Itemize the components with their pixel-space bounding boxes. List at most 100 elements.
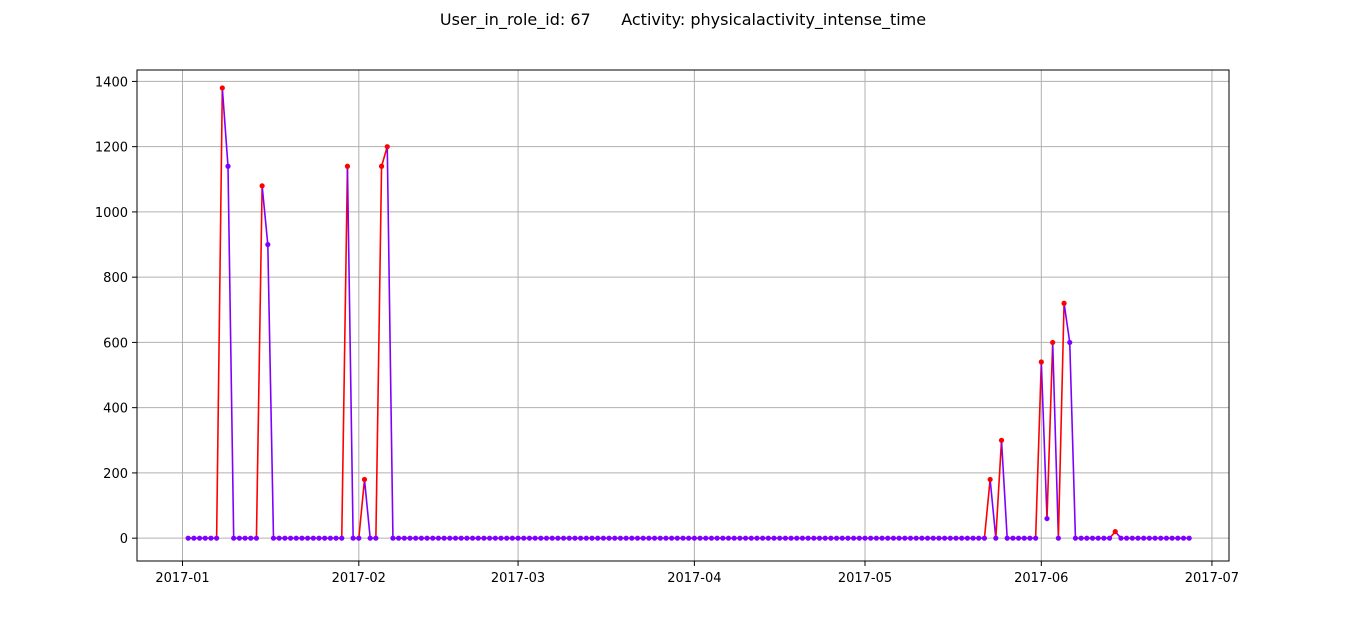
data-point: [1061, 300, 1067, 306]
data-point: [475, 535, 481, 541]
data-point: [1141, 535, 1147, 541]
line-segment: [1034, 361, 1043, 539]
line-segment: [1068, 342, 1077, 539]
data-point: [532, 535, 538, 541]
data-point: [253, 535, 260, 541]
data-point: [936, 535, 942, 541]
line-segment: [995, 440, 1003, 539]
data-point: [885, 535, 891, 541]
data-point: [583, 535, 589, 541]
data-point: [287, 535, 294, 541]
x-tick-label: 2017-03: [491, 571, 545, 586]
data-point: [725, 535, 732, 541]
data-point: [822, 535, 828, 541]
data-point: [811, 535, 817, 541]
data-point: [913, 535, 919, 541]
data-point: [413, 535, 419, 541]
data-point: [1021, 535, 1027, 541]
x-axis: 2017-01 2017-02 2017-03 2017-04 2017-05 2017-…: [155, 561, 1239, 586]
data-point: [1084, 535, 1090, 541]
line-segment: [227, 166, 235, 539]
data-point: [521, 535, 527, 541]
data-point: [1050, 339, 1056, 346]
x-tick-label: 2017-01: [155, 571, 209, 586]
data-point: [248, 535, 254, 541]
line-segment: [363, 479, 371, 539]
y-tick-label: 600: [103, 336, 128, 351]
data-point: [1106, 535, 1113, 541]
data-point: [458, 535, 464, 541]
data-point: [293, 535, 299, 541]
data-point: [674, 535, 680, 541]
data-point: [1010, 535, 1016, 541]
data-point: [1152, 535, 1158, 541]
data-point: [1044, 515, 1050, 522]
data-point: [327, 535, 333, 541]
data-point: [572, 535, 578, 541]
data-point: [1112, 529, 1118, 535]
data-point: [549, 535, 555, 541]
data-point: [959, 535, 965, 541]
data-points: [185, 85, 1192, 541]
data-point: [401, 535, 407, 541]
data-point: [862, 535, 868, 541]
line-segment: [1063, 303, 1071, 343]
data-point: [1186, 535, 1192, 541]
data-point: [492, 535, 498, 541]
line-segment: [375, 166, 383, 539]
data-point: [543, 535, 550, 541]
data-point: [1067, 339, 1073, 346]
plot-frame: [136, 69, 1230, 562]
data-point: [390, 535, 396, 541]
data-point: [202, 535, 208, 541]
data-point: [487, 535, 493, 541]
data-point: [970, 535, 976, 541]
data-point: [919, 535, 925, 541]
data-point: [526, 535, 533, 541]
data-point: [316, 535, 322, 541]
data-point: [782, 535, 788, 541]
data-point: [219, 85, 225, 91]
data-point: [339, 535, 345, 541]
data-point: [310, 535, 316, 541]
data-point: [270, 535, 277, 541]
data-point: [196, 535, 203, 541]
data-point: [890, 535, 897, 541]
data-point: [384, 144, 390, 150]
data-point: [452, 535, 459, 541]
data-point: [1169, 535, 1175, 541]
data-point: [1078, 535, 1084, 541]
data-point: [1038, 359, 1044, 365]
data-point: [225, 163, 231, 169]
data-point: [873, 535, 879, 541]
data-point: [1089, 535, 1096, 541]
data-point: [703, 535, 709, 541]
data-point: [981, 535, 988, 541]
data-point: [407, 535, 413, 541]
y-tick-label: 1400: [95, 75, 128, 90]
data-point: [396, 535, 402, 541]
data-point: [1180, 535, 1187, 541]
data-point: [259, 183, 265, 189]
data-point: [378, 163, 385, 169]
data-point: [777, 535, 783, 541]
data-point: [839, 535, 845, 541]
chart-title: User_in_role_id: 67 Activity: physicalac…: [439, 10, 927, 29]
data-point: [612, 535, 618, 541]
series-line: [188, 87, 1190, 539]
line-segment: [358, 479, 366, 539]
data-point: [361, 476, 368, 483]
data-point: [299, 535, 305, 541]
line-segment: [1000, 440, 1008, 539]
x-tick-label: 2017-06: [1014, 571, 1068, 586]
data-point: [208, 535, 214, 541]
x-tick-label: 2017-07: [1185, 571, 1239, 586]
data-point: [214, 535, 220, 541]
data-point: [282, 535, 288, 541]
data-point: [350, 535, 356, 541]
data-point: [242, 535, 248, 541]
data-point: [788, 535, 794, 541]
line-segment: [1057, 303, 1065, 539]
data-point: [509, 535, 515, 541]
